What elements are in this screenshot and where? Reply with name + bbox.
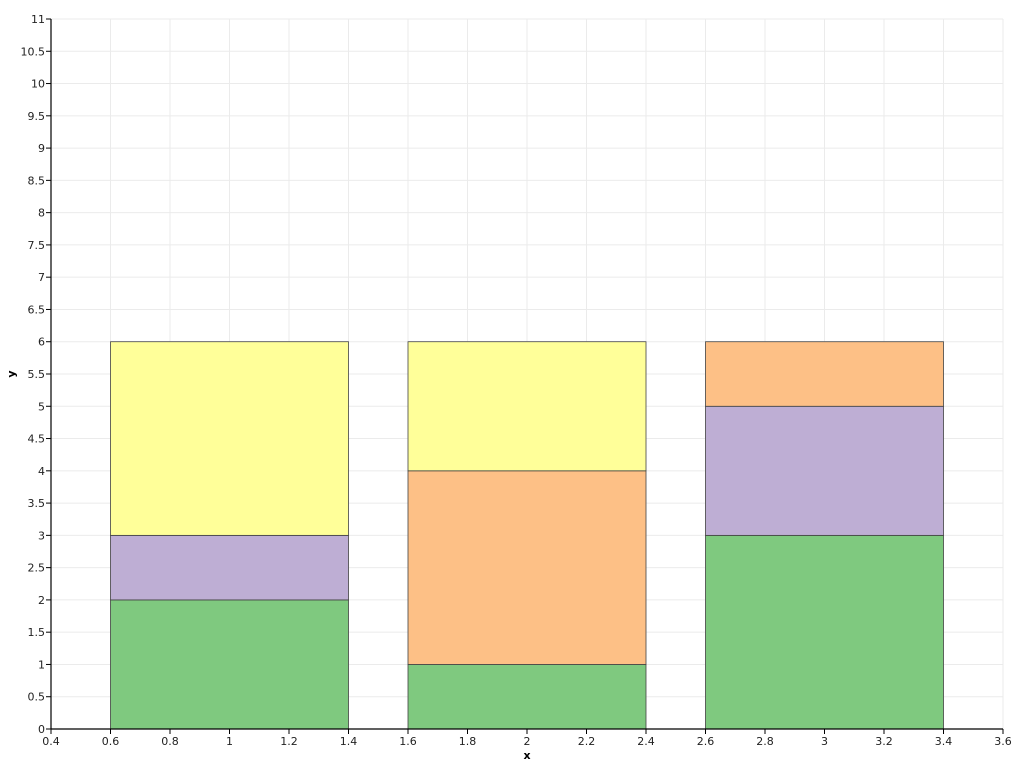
x-tick-label: 3	[821, 735, 828, 748]
x-tick-label: 2	[524, 735, 531, 748]
y-tick-label: 0	[38, 723, 45, 736]
bar-segment-2	[110, 534, 349, 601]
bar-segment-3	[705, 341, 944, 407]
x-tick-label: 1.4	[340, 735, 358, 748]
bar-segment-1	[110, 599, 349, 730]
y-tick-label: 6.5	[28, 303, 46, 316]
y-tick-label: 10	[31, 78, 45, 91]
y-tick-label: 9	[38, 142, 45, 155]
bar-segment-1	[705, 534, 944, 730]
x-tick-label: 2.6	[697, 735, 715, 748]
y-axis-label: y	[5, 370, 18, 377]
y-tick-label: 5	[38, 400, 45, 413]
y-tick-label: 2	[38, 594, 45, 607]
y-tick-label: 5.5	[28, 368, 46, 381]
bar-segment-4	[407, 341, 647, 472]
axes: 0.4 0.6 0.8 1 1.2 1.4 1.6 1.8 2 2.2 2.4 2.6 2.8 3 3.2 3…	[21, 13, 1012, 748]
y-tick-label: 3.5	[28, 497, 46, 510]
y-tick-label: 9.5	[28, 110, 46, 123]
x-tick-label: 1.2	[280, 735, 298, 748]
x-tick-label: 1	[226, 735, 233, 748]
x-tick-label: 2.4	[637, 735, 655, 748]
x-axis-label: x	[523, 749, 530, 762]
x-tick-label: 1.8	[459, 735, 477, 748]
x-tick-label: 3.2	[875, 735, 893, 748]
x-tick-label: 0.6	[102, 735, 120, 748]
x-tick-label: 1.6	[399, 735, 417, 748]
y-tick-label: 4	[38, 465, 45, 478]
y-tick-label: 4.5	[28, 433, 46, 446]
y-tick-label: 8	[38, 207, 45, 220]
bar-segment-3	[407, 470, 647, 665]
bars	[110, 341, 944, 730]
y-tick-label: 1.5	[28, 626, 46, 639]
y-tick-label: 11	[31, 13, 45, 26]
y-tick-label: 7.5	[28, 239, 46, 252]
y-tick-label: 1	[38, 658, 45, 671]
y-tick-label: 8.5	[28, 174, 46, 187]
bar-segment-4	[110, 341, 349, 536]
y-tick-label: 6	[38, 336, 45, 349]
bar-segment-1	[407, 664, 647, 730]
bar-segment-2	[705, 405, 944, 536]
y-tick-label: 7	[38, 271, 45, 284]
y-tick-label: 0.5	[28, 691, 46, 704]
y-tick-label: 2.5	[28, 562, 46, 575]
y-tick-label: 10.5	[21, 45, 46, 58]
x-tick-label: 2.8	[756, 735, 774, 748]
y-tick-label: 3	[38, 529, 45, 542]
x-tick-label: 0.8	[161, 735, 179, 748]
x-tick-label: 3.6	[994, 735, 1012, 748]
x-tick-label: 3.4	[935, 735, 953, 748]
x-tick-label: 2.2	[578, 735, 596, 748]
x-tick-label: 0.4	[42, 735, 60, 748]
